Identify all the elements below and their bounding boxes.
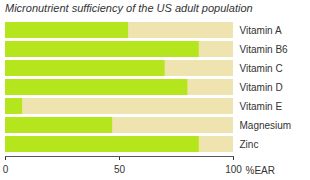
html-text:Micronutrient sufficiency of t: Micronutrient sufficiency of the US adul… [5, 2, 253, 14]
svg-text:Magnesium: Magnesium [240, 120, 292, 131]
svg-text:Vitamin C: Vitamin C [240, 63, 283, 74]
svg-text:Vitamin E: Vitamin E [240, 101, 283, 112]
svg-text:50: 50 [114, 164, 126, 175]
svg-text:100: 100 [225, 164, 242, 175]
svg-text:0: 0 [3, 164, 9, 175]
svg-text:Vitamin B6: Vitamin B6 [240, 44, 289, 55]
svg-text:Vitamin D: Vitamin D [240, 82, 283, 93]
svg-text:%EAR: %EAR [246, 165, 275, 176]
svg-text:Vitamin A: Vitamin A [240, 25, 282, 36]
svg-text:Zinc: Zinc [240, 139, 259, 150]
